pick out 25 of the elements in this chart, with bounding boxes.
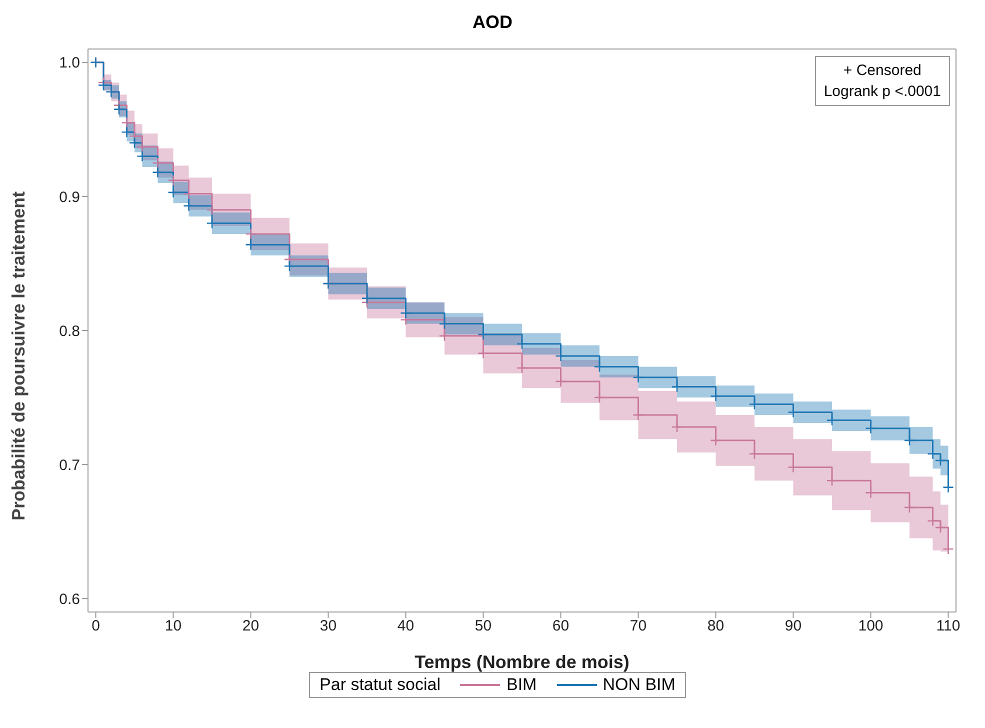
y-tick-label: 0.8	[59, 322, 80, 340]
legend-label: BIM	[506, 675, 537, 695]
x-tick-label: 110	[936, 618, 960, 635]
annotation: Logrank p <.0001	[824, 82, 941, 102]
legend-title: Par statut social	[320, 675, 440, 695]
annotation: + Censored	[842, 61, 922, 81]
x-tick-label: 100	[858, 618, 884, 635]
x-tick-label: 10	[164, 618, 182, 635]
y-tick-label: 0.9	[59, 188, 80, 206]
x-tick-label: 40	[397, 618, 414, 635]
x-tick-label: 70	[630, 618, 647, 635]
x-tick-label: 90	[784, 618, 802, 635]
legend-label: NON BIM	[602, 675, 676, 695]
y-tick-label: 0.7	[59, 456, 80, 474]
y-tick-label: 1.0	[59, 54, 80, 72]
x-tick-label: 20	[242, 618, 260, 635]
x-tick-label: 50	[474, 618, 492, 635]
x-tick-label: 0	[92, 618, 100, 635]
x-axis-title: Temps (Nombre de mois)	[414, 652, 630, 672]
y-axis-title: Probabilité de poursuivre le traitement	[8, 191, 28, 520]
x-tick-label: 80	[707, 618, 724, 635]
x-tick-label: 30	[320, 618, 337, 635]
chart-title: AOD	[472, 11, 514, 34]
x-tick-label: 60	[552, 618, 570, 635]
y-tick-label: 0.6	[59, 590, 80, 608]
